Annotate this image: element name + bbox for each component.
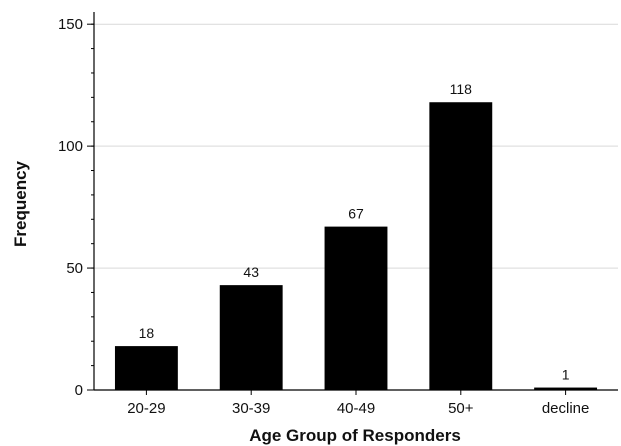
y-tick-label-0: 0 <box>75 382 83 399</box>
y-axis-title: Frequency <box>11 160 30 247</box>
x-tick-label-30-39: 30-39 <box>232 400 270 417</box>
bar-40-49 <box>324 226 388 390</box>
axes <box>87 12 618 395</box>
x-axis-title: Age Group of Responders <box>249 426 461 445</box>
x-tick-label-decline: decline <box>542 400 590 417</box>
bar-20-29 <box>114 346 178 390</box>
data-label-30-39: 43 <box>243 264 259 280</box>
y-tick-label-50: 50 <box>66 260 83 277</box>
x-tick-label-50+: 50+ <box>448 400 474 417</box>
data-label-40-49: 67 <box>348 206 364 222</box>
x-tick-label-20-29: 20-29 <box>127 400 165 417</box>
data-labels: 18 43 67 118 1 <box>139 81 570 382</box>
y-tick-label-100: 100 <box>58 138 83 155</box>
y-tick-label-150: 150 <box>58 16 83 33</box>
bar-50+ <box>429 102 493 390</box>
data-label-20-29: 18 <box>139 325 155 341</box>
bar-30-39 <box>219 285 283 390</box>
x-tick-label-40-49: 40-49 <box>337 400 375 417</box>
bars <box>114 102 598 390</box>
data-label-50+: 118 <box>450 81 473 97</box>
data-label-decline: 1 <box>562 367 570 383</box>
tick-labels: 20-29 30-39 40-49 50+ decline 0 50 100 150 <box>58 16 589 417</box>
bar-decline <box>534 387 598 390</box>
